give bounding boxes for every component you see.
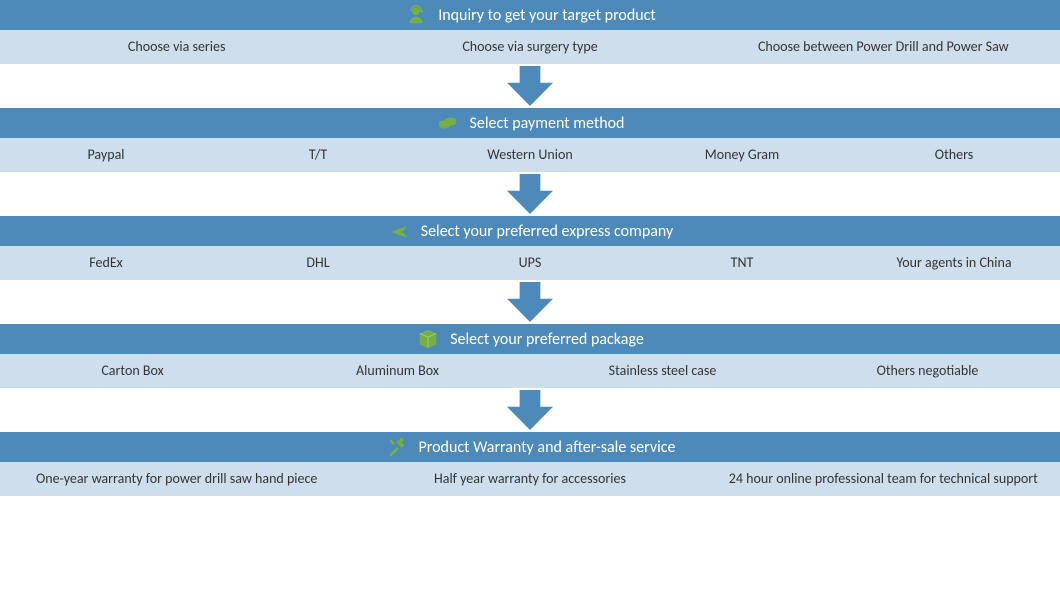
step-4-option-2: Aluminum Box (265, 354, 530, 388)
step-2-option-5: Others (848, 138, 1060, 172)
step-5-option-3: 24 hour online professional team for tec… (707, 462, 1060, 496)
step-2-option-3: Western Union (424, 138, 636, 172)
step-4-title: Select your preferred package (450, 330, 644, 349)
step-3-option-1: FedEx (0, 246, 212, 280)
step-1-header: Inquiry to get your target product (0, 0, 1060, 30)
coins-icon (436, 111, 460, 135)
step-2-options: PaypalT/TWestern UnionMoney GramOthers (0, 138, 1060, 172)
step-3-option-2: DHL (212, 246, 424, 280)
step-4-option-1: Carton Box (0, 354, 265, 388)
step-3-options: FedExDHLUPSTNTYour agents in China (0, 246, 1060, 280)
step-5-option-1: One-year warranty for power drill saw ha… (0, 462, 353, 496)
step-1-option-3: Choose between Power Drill and Power Saw (707, 30, 1060, 64)
step-4-option-4: Others negotiable (795, 354, 1060, 388)
process-flow-diagram: Inquiry to get your target product Choose… (0, 0, 1060, 496)
step-1-title: Inquiry to get your target product (438, 6, 656, 25)
step-1-option-1: Choose via series (0, 30, 353, 64)
step-3-title: Select your preferred express company (421, 222, 674, 241)
package-icon (416, 327, 440, 351)
step-2: Select payment method PaypalT/TWestern Un… (0, 108, 1060, 172)
step-4-options: Carton BoxAluminum BoxStainless steel ca… (0, 354, 1060, 388)
step-3-option-3: UPS (424, 246, 636, 280)
step-1-option-2: Choose via surgery type (353, 30, 706, 64)
step-1: Inquiry to get your target product Choose… (0, 0, 1060, 64)
step-5: Product Warranty and after-sale service O… (0, 432, 1060, 496)
step-2-option-1: Paypal (0, 138, 212, 172)
step-4: Select your preferred package Carton BoxA… (0, 324, 1060, 388)
arrow-1 (0, 64, 1060, 108)
step-4-header: Select your preferred package (0, 324, 1060, 354)
step-5-header: Product Warranty and after-sale service (0, 432, 1060, 462)
step-2-option-2: T/T (212, 138, 424, 172)
step-2-option-4: Money Gram (636, 138, 848, 172)
step-3-header: Select your preferred express company (0, 216, 1060, 246)
plane-icon (387, 219, 411, 243)
step-5-title: Product Warranty and after-sale service (419, 438, 676, 457)
step-4-option-3: Stainless steel case (530, 354, 795, 388)
step-2-title: Select payment method (470, 114, 625, 133)
arrow-2 (0, 172, 1060, 216)
step-3: Select your preferred express company Fed… (0, 216, 1060, 280)
step-3-option-5: Your agents in China (848, 246, 1060, 280)
headset-icon (404, 3, 428, 27)
arrow-3 (0, 280, 1060, 324)
step-5-option-2: Half year warranty for accessories (353, 462, 706, 496)
step-5-options: One-year warranty for power drill saw ha… (0, 462, 1060, 496)
step-3-option-4: TNT (636, 246, 848, 280)
tools-icon (385, 435, 409, 459)
step-1-options: Choose via seriesChoose via surgery type… (0, 30, 1060, 64)
step-2-header: Select payment method (0, 108, 1060, 138)
arrow-4 (0, 388, 1060, 432)
